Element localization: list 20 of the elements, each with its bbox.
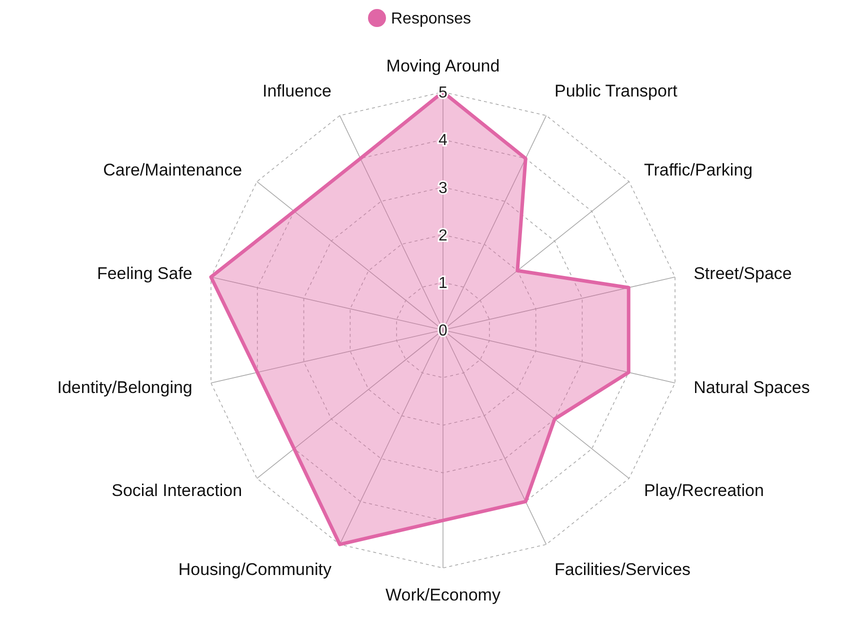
legend-label: Responses [391, 10, 472, 28]
spoke-label: Public Transport [554, 82, 678, 101]
spoke-label: Play/Recreation [644, 481, 764, 500]
spoke-label: Traffic/Parking [644, 160, 753, 180]
spoke-label: Feeling Safe [96, 264, 192, 283]
y-tick-label: 0 [438, 322, 448, 340]
spoke-label: Work/Economy [386, 586, 501, 605]
y-tick-label: 2 [438, 227, 448, 244]
spoke-label: Street/Space [694, 264, 792, 283]
y-tick-label: 3 [438, 180, 448, 197]
spoke-label: Housing/Community [178, 560, 332, 580]
spoke-label: Social Interaction [112, 481, 242, 500]
spoke-label: Natural Spaces [694, 378, 810, 398]
y-tick-label: 1 [438, 275, 448, 292]
spoke-label: Influence [262, 82, 332, 101]
spoke-label: Identity/Belonging [57, 378, 192, 398]
spoke-label: Care/Maintenance [103, 160, 242, 180]
spoke-label: Moving Around [386, 56, 500, 76]
y-tick-label: 4 [438, 132, 448, 150]
spoke-label: Facilities/Services [554, 560, 691, 580]
